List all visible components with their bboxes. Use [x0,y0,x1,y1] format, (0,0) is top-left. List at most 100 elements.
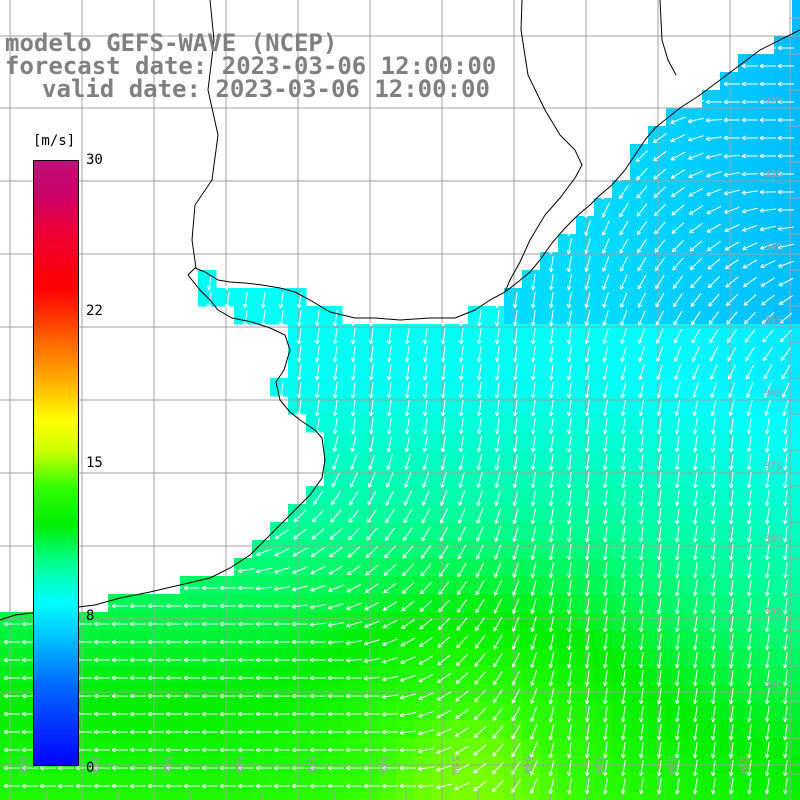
wind-arrow [165,639,182,645]
wind-arrow [435,783,452,790]
wind-arrow [548,634,555,651]
wind-arrow [782,706,788,723]
wind-arrow [350,328,356,345]
wind-arrow [183,639,200,645]
wind-arrow [511,688,521,704]
wind-arrow [741,153,758,159]
wind-speed-cell [0,720,19,739]
wind-arrow [674,364,682,380]
wind-arrow [638,382,645,399]
wind-speed-cell [324,684,343,703]
wind-speed-cell [612,702,631,721]
wind-arrow [764,544,770,561]
wind-speed-cell [360,414,379,433]
wind-speed-cell [594,288,613,307]
wind-arrow [777,243,794,250]
wind-speed-cell [702,252,721,271]
wind-arrow [726,329,737,344]
wind-arrow [530,454,536,471]
wind-speed-cell [234,738,253,757]
wind-speed-cell [504,486,523,505]
wind-speed-cell [720,90,739,109]
wind-speed-cell [684,684,703,703]
wind-arrow [201,747,218,753]
wind-arrow [436,691,452,701]
wind-arrow [759,225,776,232]
wind-speed-cell [540,522,559,541]
wind-arrow [363,729,380,735]
wind-speed-cell [774,720,793,739]
wind-arrow [674,472,680,489]
wind-arrow [350,400,356,417]
wind-arrow [384,545,396,559]
wind-speed-cell [0,612,19,631]
wind-arrow [638,778,644,795]
wind-arrow [291,675,308,681]
wind-speed-cell [540,504,559,523]
wind-speed-cell [486,576,505,595]
wind-arrow [584,742,590,759]
wind-speed-cell [504,468,523,487]
wind-speed-cell [90,774,109,793]
wind-arrow [741,99,758,105]
wind-arrow [728,724,734,741]
wind-arrow [745,346,755,362]
wind-speed-cell [288,738,307,757]
wind-speed-cell [360,576,379,595]
wind-arrow [566,364,572,381]
wind-speed-cell [720,360,739,379]
wind-arrow [620,382,627,399]
wind-speed-cell [666,504,685,523]
wind-arrow [3,747,20,753]
wind-arrow [511,670,521,686]
wind-arrow [705,117,723,123]
wind-arrow [255,639,272,645]
wind-speed-cell [774,342,793,361]
wind-speed-cell [342,558,361,577]
wind-arrow [777,135,794,141]
wind-speed-cell [18,612,37,631]
wind-arrow [473,762,487,774]
wind-speed-cell [666,594,685,613]
wind-speed-cell [360,594,379,613]
wind-arrow [741,190,758,195]
wind-speed-cell [0,738,19,757]
wind-speed-cell [126,612,145,631]
wind-speed-cell [522,468,541,487]
wind-arrow [746,544,752,561]
wind-arrow [692,508,698,525]
wind-speed-cell [540,774,559,793]
wind-speed-cell [324,792,343,800]
wind-arrow [421,490,430,506]
wind-arrow [782,778,788,795]
wind-arrow [638,436,644,453]
wind-arrow [692,634,698,651]
wind-speed-cell [576,306,595,325]
wind-speed-cell [342,486,361,505]
wind-speed-cell [414,792,433,800]
wind-arrow [256,548,272,556]
wind-speed-cell [792,126,800,145]
wind-speed-cell [630,162,649,181]
wind-speed-cell [414,414,433,433]
wind-speed-cell [612,432,631,451]
wind-arrow [673,328,683,344]
wind-speed-cell [774,648,793,667]
wind-speed-cell [702,126,721,145]
wind-speed-cell [792,738,800,757]
wind-arrow [584,670,590,687]
wind-arrow [242,292,248,309]
wind-speed-cell [792,378,800,397]
wind-arrow [309,783,326,789]
wind-arrow [219,783,236,789]
wind-arrow [638,742,644,759]
wind-speed-cell [396,612,415,631]
wind-speed-cell [324,702,343,721]
wind-arrow [3,729,20,735]
wind-arrow [602,274,610,290]
wind-arrow [619,185,629,200]
wind-speed-cell [342,324,361,343]
wind-arrow [692,724,698,741]
wind-speed-cell [648,144,667,163]
wind-speed-cell [468,504,487,523]
